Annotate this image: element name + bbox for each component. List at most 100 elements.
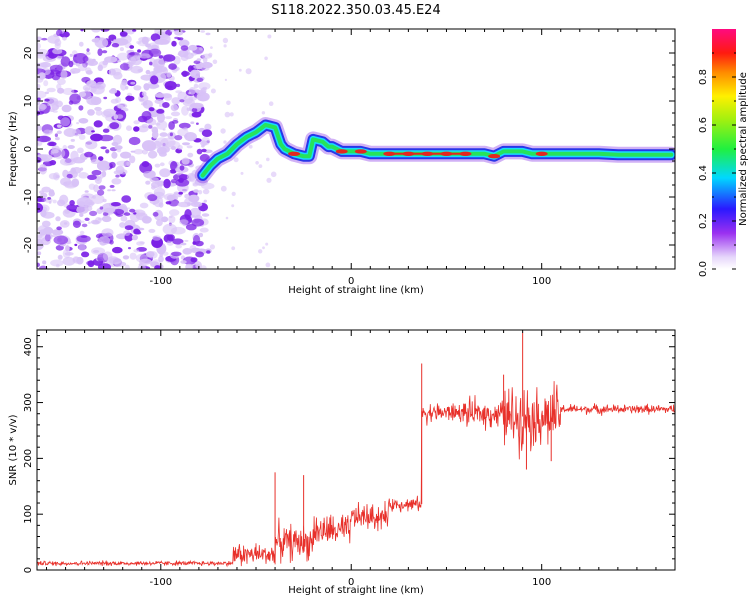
noise-speckle xyxy=(224,78,227,81)
noise-speckle xyxy=(56,29,63,37)
noise-speckle xyxy=(170,104,179,112)
noise-speckle xyxy=(85,140,98,150)
noise-speckle xyxy=(158,247,167,253)
noise-speckle xyxy=(233,157,239,163)
noise-speckle xyxy=(137,68,143,73)
noise-speckle xyxy=(40,61,51,68)
noise-speckle xyxy=(162,223,177,235)
noise-speckle xyxy=(220,185,227,192)
noise-speckle xyxy=(116,103,128,109)
noise-speckle xyxy=(109,184,115,188)
noise-speckle xyxy=(148,48,162,57)
noise-speckle xyxy=(168,199,180,207)
noise-speckle xyxy=(191,107,198,113)
noise-speckle xyxy=(87,221,91,224)
noise-speckle xyxy=(173,191,180,195)
x-tick-label: 100 xyxy=(532,276,551,287)
noise-speckle xyxy=(143,170,155,178)
noise-speckle xyxy=(91,169,102,176)
noise-speckle xyxy=(150,181,161,189)
y-tick-label: 400 xyxy=(23,337,34,356)
noise-speckle xyxy=(198,82,211,90)
noise-speckle xyxy=(55,55,63,60)
noise-speckle xyxy=(212,59,218,65)
noise-speckle xyxy=(170,145,176,150)
noise-speckle xyxy=(201,148,207,153)
noise-speckle xyxy=(172,238,184,245)
noise-speckle xyxy=(50,259,64,267)
noise-speckle xyxy=(37,42,41,50)
noise-speckle xyxy=(57,124,62,128)
ridge-peak-spot xyxy=(535,151,548,156)
colorbar-tick-label: 0.8 xyxy=(698,69,709,85)
noise-speckle xyxy=(79,230,85,235)
noise-speckle xyxy=(37,157,42,163)
noise-speckle xyxy=(129,52,135,56)
noise-speckle xyxy=(67,145,75,149)
noise-speckle xyxy=(178,122,191,129)
x-tick-label: 0 xyxy=(348,577,354,588)
noise-speckle xyxy=(268,101,274,106)
noise-speckle xyxy=(105,149,110,154)
noise-speckle xyxy=(42,157,51,163)
noise-speckle xyxy=(91,84,105,95)
noise-speckle xyxy=(86,260,94,266)
noise-speckle xyxy=(184,239,189,242)
noise-speckle xyxy=(159,162,165,167)
snr-frame xyxy=(36,329,676,571)
noise-speckle xyxy=(52,110,58,113)
noise-speckle xyxy=(52,48,63,55)
noise-speckle xyxy=(152,211,159,217)
noise-speckle xyxy=(132,29,137,32)
colorbar-gradient xyxy=(712,29,736,269)
noise-speckle xyxy=(81,223,88,228)
noise-speckle xyxy=(51,103,59,111)
noise-speckle xyxy=(186,145,193,149)
snr-marks xyxy=(37,332,675,568)
noise-speckle xyxy=(59,194,69,205)
noise-speckle xyxy=(129,208,136,213)
noise-speckle xyxy=(78,63,87,72)
noise-speckle xyxy=(165,201,172,205)
noise-speckle xyxy=(55,216,61,222)
noise-speckle xyxy=(193,201,199,206)
noise-speckle xyxy=(193,60,201,64)
noise-speckle xyxy=(93,120,103,128)
noise-speckle xyxy=(123,212,131,216)
noise-speckle xyxy=(84,217,90,221)
noise-speckle xyxy=(159,168,171,178)
noise-speckle xyxy=(196,122,199,125)
noise-speckle xyxy=(109,122,120,130)
noise-speckle xyxy=(114,145,123,150)
noise-speckle xyxy=(107,189,111,192)
noise-speckle xyxy=(166,85,173,89)
noise-speckle xyxy=(141,110,152,121)
noise-speckle xyxy=(145,69,151,75)
noise-speckle xyxy=(72,256,82,264)
noise-speckle xyxy=(137,40,149,47)
noise-speckle xyxy=(126,95,131,100)
noise-speckle xyxy=(200,30,205,33)
spectrogram-marks xyxy=(37,29,675,269)
noise-speckle xyxy=(98,156,104,162)
noise-speckle xyxy=(113,208,125,216)
noise-speckle xyxy=(116,160,130,167)
noise-speckle xyxy=(178,191,183,195)
noise-speckle xyxy=(265,262,271,268)
noise-speckle xyxy=(128,247,131,250)
noise-speckle xyxy=(99,206,104,210)
noise-speckle xyxy=(177,53,182,56)
noise-speckle xyxy=(166,194,175,201)
noise-speckle xyxy=(174,135,183,141)
noise-speckle xyxy=(121,34,132,44)
noise-speckle xyxy=(95,110,103,116)
noise-speckle xyxy=(100,29,110,32)
noise-speckle xyxy=(69,53,73,58)
noise-speckle xyxy=(38,232,53,242)
noise-speckle xyxy=(169,209,180,216)
noise-speckle xyxy=(264,56,268,61)
noise-speckle xyxy=(39,265,48,269)
noise-speckle xyxy=(98,185,106,190)
noise-speckle xyxy=(120,81,127,91)
